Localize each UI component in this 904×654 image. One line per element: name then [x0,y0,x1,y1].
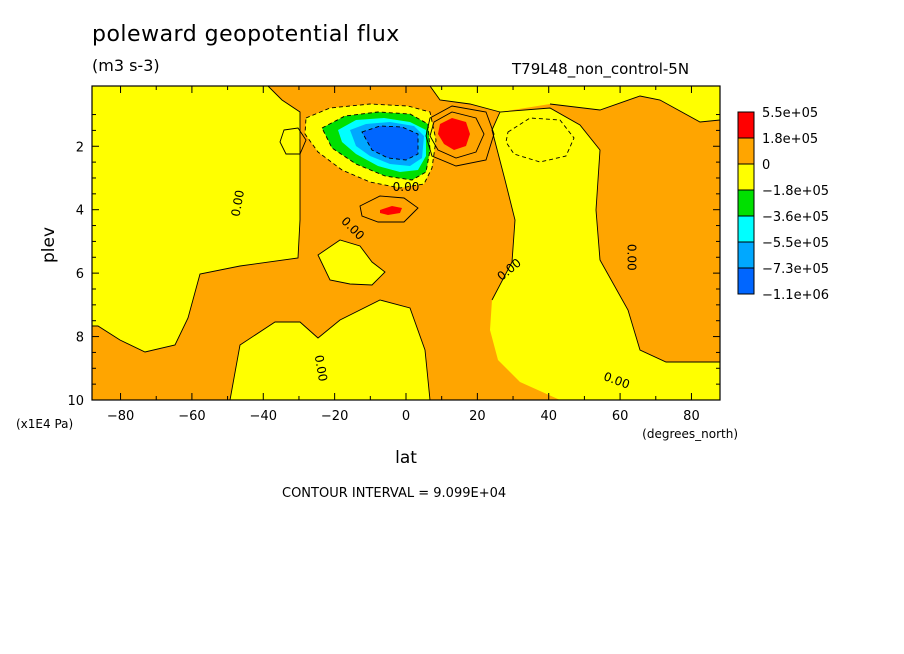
region-east-yellow [490,108,720,400]
x-tick-label: 80 [683,409,700,424]
legend-swatch [737,241,755,269]
region-south-yellow [230,300,430,400]
contour-zero-south [229,299,431,400]
legend-label: 1.8e+05 [762,132,818,147]
contour-negative-core [361,125,419,161]
chart-units: (m3 s-3) [92,56,160,75]
contour-interval: CONTOUR INTERVAL = 9.099E+04 [282,486,507,501]
y-tick-label: 8 [76,331,84,346]
contour-negative-east [505,117,575,163]
legend-label: −3.6e+05 [762,210,829,225]
region-red-max [438,118,470,150]
region-mid-yellow [318,240,385,285]
contour-zero-east [491,107,720,363]
y-axis: 2 4 6 8 10 [67,114,720,409]
run-label: T79L48_non_control-5N [512,60,690,78]
legend-label: −1.8e+05 [762,184,829,199]
legend-label: 5.5e+05 [762,106,818,121]
chart-title: poleward geopotential flux [92,22,400,47]
contour-label: 0.00 [393,180,420,194]
y-axis-unit: (x1E4 Pa) [16,417,73,431]
contour-red-outer [425,105,495,167]
x-tick-label: 0 [402,409,410,424]
y-tick-label: 6 [76,267,84,282]
legend-swatch [737,137,755,165]
region-red-small [380,206,402,215]
legend-swatch [737,267,755,295]
y-axis-title: plev [39,227,59,263]
contour-label: 0.00 [229,189,247,218]
y-tick-label: 4 [76,204,84,219]
contour-label: 0.00 [312,354,330,383]
plot-area: 0.000.000.000.00 0.000.00 0.00 [92,86,720,400]
contour-red-ring [429,111,485,159]
contour-small-west [279,127,307,155]
legend-swatch [737,215,755,243]
x-tick-label: −80 [107,409,134,424]
legend-label: 0 [762,158,770,173]
legend-label: −7.3e+05 [762,262,829,277]
contour-small-max [359,195,419,223]
region-blue [362,126,418,160]
y-tick-label: 10 [67,394,84,409]
contour-mid [317,239,386,286]
legend-swatch [737,189,755,217]
x-tick-label: −60 [178,409,205,424]
x-tick-label: 40 [540,409,557,424]
y-tick-label: 2 [76,140,84,155]
contour-negative-inner [321,111,431,181]
x-tick-label: 60 [612,409,629,424]
contour-zero-top [429,86,720,123]
region-top-yellow [430,86,720,122]
x-axis-title: lat [395,448,417,468]
x-axis-unit: (degrees_north) [642,427,738,441]
x-tick-label: 20 [469,409,486,424]
legend-swatch [737,163,755,191]
contour-zero-west [92,86,301,353]
legend-swatch [737,111,755,139]
contour-negative-outer [304,103,437,189]
x-tick-label: −40 [250,409,277,424]
legend: 5.5e+05 1.8e+05 0 −1.8e+05 −3.6e+05 −5.5e+05 −… [737,106,829,303]
legend-label: −5.5e+05 [762,236,829,251]
contour-label: 0.00 [624,244,638,271]
region-west-yellow [92,86,300,352]
legend-label: −1.1e+06 [762,288,829,303]
x-tick-label: −20 [321,409,348,424]
x-axis: −80 −60 −40 −20 0 20 40 60 80 [107,86,700,424]
